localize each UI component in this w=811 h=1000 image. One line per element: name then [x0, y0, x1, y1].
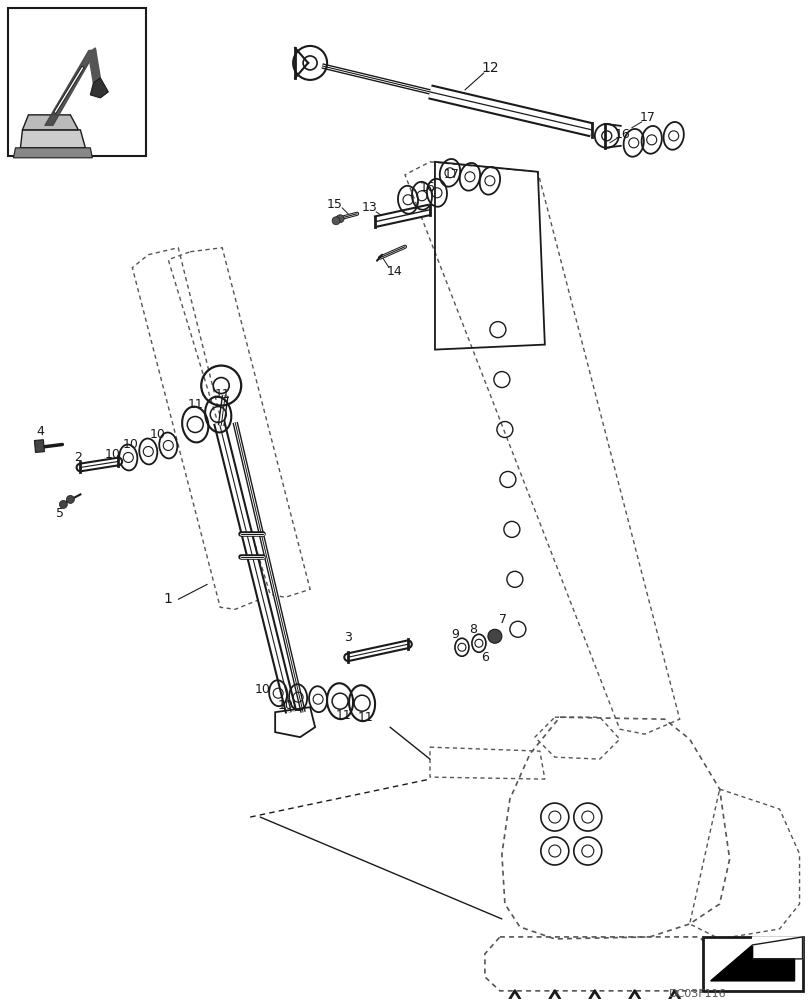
- Text: 4: 4: [36, 425, 45, 438]
- Text: 17: 17: [444, 168, 459, 181]
- Text: 7: 7: [498, 613, 506, 626]
- Text: 10: 10: [122, 438, 138, 451]
- Circle shape: [332, 217, 340, 225]
- Text: 16: 16: [614, 128, 630, 141]
- Polygon shape: [20, 130, 85, 148]
- Bar: [8, 8, 146, 156]
- Circle shape: [336, 215, 344, 223]
- Text: 9: 9: [450, 628, 458, 641]
- Text: DC03F116: DC03F116: [668, 989, 726, 999]
- Text: 11: 11: [214, 388, 230, 401]
- Text: 11: 11: [187, 398, 203, 411]
- Text: 10: 10: [105, 448, 120, 461]
- Text: 8: 8: [468, 623, 476, 636]
- Text: 11: 11: [357, 711, 372, 724]
- Text: 14: 14: [387, 265, 402, 278]
- Polygon shape: [752, 937, 801, 959]
- Text: 10: 10: [277, 699, 293, 712]
- Text: 5: 5: [56, 507, 64, 520]
- Text: 6: 6: [480, 651, 488, 664]
- Polygon shape: [23, 115, 79, 130]
- Circle shape: [59, 500, 67, 508]
- Polygon shape: [710, 945, 794, 981]
- Text: 1: 1: [164, 592, 173, 606]
- Text: 11: 11: [335, 709, 350, 722]
- Text: 12: 12: [480, 61, 498, 75]
- Text: 10: 10: [254, 683, 270, 696]
- Polygon shape: [14, 148, 92, 158]
- Bar: [702, 937, 801, 991]
- Circle shape: [67, 495, 75, 503]
- Polygon shape: [90, 78, 108, 98]
- Polygon shape: [88, 48, 101, 83]
- Text: 3: 3: [344, 631, 352, 644]
- Circle shape: [487, 629, 501, 643]
- Text: 10: 10: [149, 428, 165, 441]
- Bar: [34, 440, 45, 452]
- Text: 16: 16: [419, 181, 436, 194]
- Text: 17: 17: [639, 111, 654, 124]
- Text: 2: 2: [75, 451, 82, 464]
- Text: 15: 15: [327, 198, 342, 211]
- Text: 13: 13: [362, 201, 377, 214]
